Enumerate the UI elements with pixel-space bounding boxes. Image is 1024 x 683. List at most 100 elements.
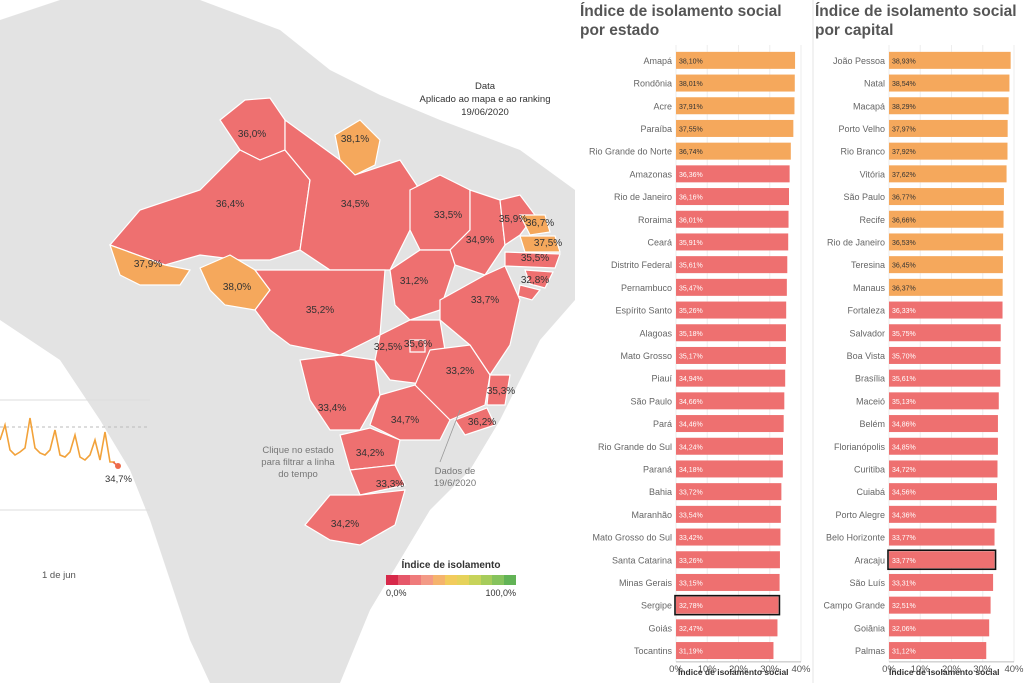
bar[interactable] xyxy=(676,483,782,501)
bar[interactable] xyxy=(889,528,995,546)
bar[interactable] xyxy=(676,324,786,342)
bar[interactable] xyxy=(889,301,1003,319)
category-label: Porto Alegre xyxy=(835,510,885,520)
map-state-label: 32,8% xyxy=(521,275,549,286)
bar[interactable] xyxy=(889,74,1010,92)
state-pernambuco[interactable] xyxy=(504,251,561,269)
category-label: Maceió xyxy=(856,396,885,406)
bar[interactable] xyxy=(676,437,783,455)
bar[interactable] xyxy=(889,233,1004,251)
category-label: Santa Catarina xyxy=(612,555,672,565)
bar[interactable] xyxy=(889,119,1008,137)
bar[interactable] xyxy=(889,392,999,410)
bar[interactable] xyxy=(676,415,784,433)
category-label: Piauí xyxy=(651,374,672,384)
map-state-label: 35,3% xyxy=(487,386,515,397)
bar[interactable] xyxy=(889,324,1001,342)
state-sergipe[interactable] xyxy=(517,284,542,301)
bar[interactable] xyxy=(676,369,786,387)
bar[interactable] xyxy=(676,346,786,364)
bar[interactable] xyxy=(676,619,778,637)
timeline-last-point[interactable] xyxy=(115,463,121,469)
timeline-line[interactable] xyxy=(0,417,115,463)
bar[interactable] xyxy=(889,188,1004,206)
category-label: Florianópolis xyxy=(834,442,886,452)
bar[interactable] xyxy=(889,483,997,501)
state-distrito-federal[interactable] xyxy=(409,339,426,353)
bar[interactable] xyxy=(889,256,1003,274)
state-mato-grosso-do-sul[interactable] xyxy=(299,354,381,431)
bar[interactable] xyxy=(676,278,787,296)
category-label: Salvador xyxy=(849,328,885,338)
date-filter-value[interactable]: 19/06/2020 xyxy=(461,107,509,118)
bar-value-label: 32,78% xyxy=(679,603,703,610)
state-parana[interactable] xyxy=(339,427,401,471)
bar[interactable] xyxy=(889,551,995,569)
bar[interactable] xyxy=(676,97,795,115)
state-tocantins[interactable] xyxy=(389,249,456,321)
bar[interactable] xyxy=(676,460,783,478)
map-state-label: 36,4% xyxy=(216,199,244,210)
bar[interactable] xyxy=(889,437,998,455)
state-sao-paulo[interactable] xyxy=(369,384,451,441)
capital-bar-chart: 0% 10% 20% 30% 40% João Pessoa 38,93% Natal 38,5… xyxy=(823,45,1024,675)
state-rio-grande-do-sul[interactable] xyxy=(304,489,406,546)
bar[interactable] xyxy=(676,51,796,69)
callout-line xyxy=(439,409,461,463)
bar[interactable] xyxy=(676,642,774,660)
bar[interactable] xyxy=(676,119,794,137)
bar[interactable] xyxy=(676,528,781,546)
bar[interactable] xyxy=(676,392,785,410)
state-paraiba[interactable] xyxy=(519,235,561,253)
bar[interactable] xyxy=(676,165,790,183)
bar[interactable] xyxy=(889,505,997,523)
bar[interactable] xyxy=(676,256,788,274)
bar[interactable] xyxy=(676,505,781,523)
bar[interactable] xyxy=(889,51,1011,69)
legend-swatch xyxy=(386,575,398,585)
bar[interactable] xyxy=(889,369,1001,387)
bar[interactable] xyxy=(676,210,789,228)
bar[interactable] xyxy=(889,346,1001,364)
category-label: Sergipe xyxy=(641,601,672,611)
category-label: Minas Gerais xyxy=(619,578,673,588)
state-alagoas[interactable] xyxy=(524,269,554,289)
category-label: Rio Grande do Norte xyxy=(589,147,672,157)
bar[interactable] xyxy=(676,301,787,319)
bar[interactable] xyxy=(676,551,780,569)
bar[interactable] xyxy=(889,619,990,637)
bar[interactable] xyxy=(889,573,994,591)
bar-value-label: 35,70% xyxy=(892,353,916,360)
bar[interactable] xyxy=(676,142,791,160)
state-acre[interactable] xyxy=(109,244,191,286)
state-espirito-santo[interactable] xyxy=(486,374,511,406)
category-label: Alagoas xyxy=(639,328,672,338)
bar[interactable] xyxy=(676,188,789,206)
bar-value-label: 36,37% xyxy=(892,285,916,292)
bar-value-label: 35,26% xyxy=(679,308,703,315)
state-rio-de-janeiro[interactable] xyxy=(454,407,496,436)
state-mato-grosso[interactable] xyxy=(253,269,386,356)
category-label: Belém xyxy=(859,419,885,429)
bar[interactable] xyxy=(889,278,1003,296)
bar-value-label: 36,53% xyxy=(892,240,916,247)
date-filter[interactable]: Data Aplicado ao mapa e ao ranking 19/06… xyxy=(405,80,565,119)
bar[interactable] xyxy=(889,415,998,433)
bar[interactable] xyxy=(676,74,795,92)
bar[interactable] xyxy=(889,460,998,478)
bar[interactable] xyxy=(889,210,1004,228)
bar[interactable] xyxy=(889,596,991,614)
bar[interactable] xyxy=(676,573,780,591)
bar[interactable] xyxy=(889,165,1007,183)
bar[interactable] xyxy=(676,233,789,251)
state-rio-grande-do-norte[interactable] xyxy=(519,214,551,236)
bar-value-label: 33,77% xyxy=(892,558,916,565)
bar[interactable] xyxy=(889,642,987,660)
bar[interactable] xyxy=(889,97,1009,115)
state-bahia[interactable] xyxy=(439,265,521,377)
bar[interactable] xyxy=(889,142,1008,160)
state-santa-catarina[interactable] xyxy=(349,464,406,496)
map-state-label: 33,4% xyxy=(318,403,346,414)
bar[interactable] xyxy=(676,596,779,614)
x-tick-label: 10% xyxy=(911,664,931,675)
